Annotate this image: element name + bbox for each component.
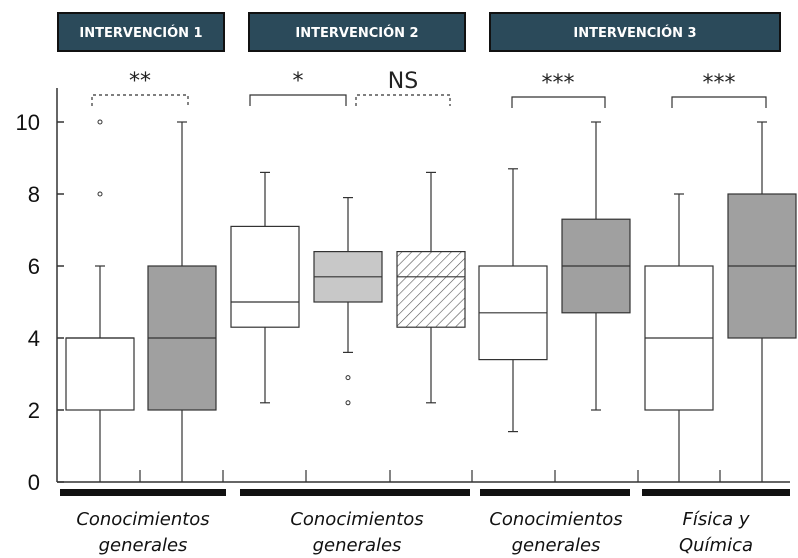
comparison-2: * [249,69,347,106]
category-label: generales [512,535,601,556]
y-axis-ticks: 0 2 4 6 8 10 [16,110,64,495]
category-label: generales [99,535,188,556]
box-series [65,119,797,482]
comparison-4: *** [511,71,606,108]
bracket-line [91,94,189,106]
outlier-point [97,119,103,125]
box-5 [396,171,466,404]
y-tick-label: 10 [16,110,40,135]
box-4 [313,197,383,406]
category-label: Conocimientos [76,509,209,530]
category-label: Química [679,535,753,556]
group-bar [642,489,790,496]
significance-label: NS [388,69,418,94]
y-tick-label: 6 [28,254,40,279]
category-group-3: Conocimientos generales [480,489,630,556]
category-label: Física y [682,509,749,530]
group-bar [60,489,226,496]
category-label: Conocimientos [489,509,622,530]
comparison-5: *** [671,71,767,108]
box-6 [478,168,548,433]
box-2 [147,121,217,482]
significance-label: ** [129,69,151,94]
box-iqr [230,225,300,328]
category-group-2: Conocimientos generales [240,489,470,556]
significance-brackets: ** * NS *** *** [91,69,767,108]
box-1 [65,119,135,482]
box-iqr [396,251,466,328]
category-label: Conocimientos [290,509,423,530]
intervention-label-2: INTERVENCIÓN 2 [295,25,418,41]
group-bar [480,489,630,496]
y-tick-label: 2 [28,398,40,423]
significance-label: *** [703,71,736,96]
box-8 [644,193,714,482]
comparison-1: ** [91,69,189,106]
significance-label: *** [542,71,575,96]
box-3 [230,171,300,404]
bracket-line [511,96,606,108]
box-9 [727,121,797,482]
category-groups: Conocimientos generales Conocimientos gener… [60,489,790,556]
group-bar [240,489,470,496]
bracket-line [671,96,767,108]
bracket-line [355,94,451,106]
y-tick-label: 8 [28,182,40,207]
outlier-point [97,191,103,197]
intervention-label-3: INTERVENCIÓN 3 [573,25,696,41]
significance-label: * [293,69,304,94]
box-iqr [65,337,135,411]
category-label: generales [313,535,402,556]
intervention-header-3: INTERVENCIÓN 3 [489,12,781,52]
intervention-header-1: INTERVENCIÓN 1 [57,12,225,52]
bracket-line [249,94,347,106]
y-tick-label: 4 [28,326,40,351]
box-7 [561,121,631,411]
outlier-point [345,375,351,381]
x-axis-ticks [139,470,721,482]
comparison-3: NS [355,69,451,106]
outlier-point [345,400,351,406]
intervention-header-2: INTERVENCIÓN 2 [248,12,466,52]
y-tick-label: 0 [28,470,40,495]
category-group-4: Física y Química [642,489,790,556]
intervention-label-1: INTERVENCIÓN 1 [79,25,202,41]
category-group-1: Conocimientos generales [60,489,226,556]
